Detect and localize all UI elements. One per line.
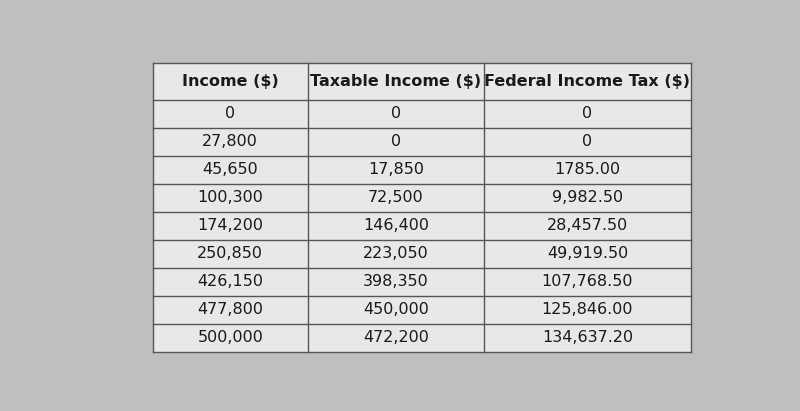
Text: 500,000: 500,000: [198, 330, 263, 345]
Bar: [308, 212, 485, 240]
Bar: [308, 184, 485, 212]
Text: 174,200: 174,200: [198, 218, 263, 233]
Bar: [485, 99, 690, 128]
Text: 146,400: 146,400: [363, 218, 429, 233]
Text: 9,982.50: 9,982.50: [552, 190, 623, 205]
Text: 72,500: 72,500: [368, 190, 424, 205]
Text: 250,850: 250,850: [198, 246, 263, 261]
Bar: [308, 268, 485, 296]
Text: 223,050: 223,050: [363, 246, 429, 261]
Text: 49,919.50: 49,919.50: [547, 246, 628, 261]
Bar: [153, 99, 308, 128]
Text: 0: 0: [391, 134, 401, 149]
Text: 0: 0: [225, 106, 235, 121]
Bar: [153, 63, 308, 99]
Text: 100,300: 100,300: [198, 190, 263, 205]
Text: 27,800: 27,800: [202, 134, 258, 149]
Bar: [308, 240, 485, 268]
Bar: [308, 63, 485, 99]
Bar: [153, 240, 308, 268]
Text: 477,800: 477,800: [198, 302, 263, 317]
Bar: [485, 240, 690, 268]
Bar: [308, 99, 485, 128]
Bar: [308, 324, 485, 352]
Bar: [153, 184, 308, 212]
Bar: [153, 156, 308, 184]
Text: Federal Income Tax ($): Federal Income Tax ($): [485, 74, 690, 89]
Text: 472,200: 472,200: [363, 330, 429, 345]
Text: 0: 0: [582, 134, 593, 149]
Bar: [485, 296, 690, 324]
Text: 1785.00: 1785.00: [554, 162, 621, 177]
Text: 426,150: 426,150: [198, 275, 263, 289]
Text: 134,637.20: 134,637.20: [542, 330, 633, 345]
Bar: [308, 128, 485, 156]
Text: Income ($): Income ($): [182, 74, 278, 89]
Text: 0: 0: [582, 106, 593, 121]
Bar: [485, 268, 690, 296]
Bar: [153, 212, 308, 240]
Bar: [308, 156, 485, 184]
Text: 45,650: 45,650: [202, 162, 258, 177]
Bar: [153, 128, 308, 156]
Bar: [153, 324, 308, 352]
Bar: [153, 268, 308, 296]
Bar: [485, 324, 690, 352]
Text: 107,768.50: 107,768.50: [542, 275, 634, 289]
Bar: [485, 128, 690, 156]
Text: 125,846.00: 125,846.00: [542, 302, 634, 317]
Bar: [153, 296, 308, 324]
Bar: [485, 184, 690, 212]
Text: 17,850: 17,850: [368, 162, 424, 177]
Bar: [485, 63, 690, 99]
Text: 398,350: 398,350: [363, 275, 429, 289]
Text: 0: 0: [391, 106, 401, 121]
Bar: [485, 212, 690, 240]
Text: 450,000: 450,000: [363, 302, 429, 317]
Bar: [485, 156, 690, 184]
Text: Taxable Income ($): Taxable Income ($): [310, 74, 482, 89]
Text: 28,457.50: 28,457.50: [547, 218, 628, 233]
Bar: [308, 296, 485, 324]
